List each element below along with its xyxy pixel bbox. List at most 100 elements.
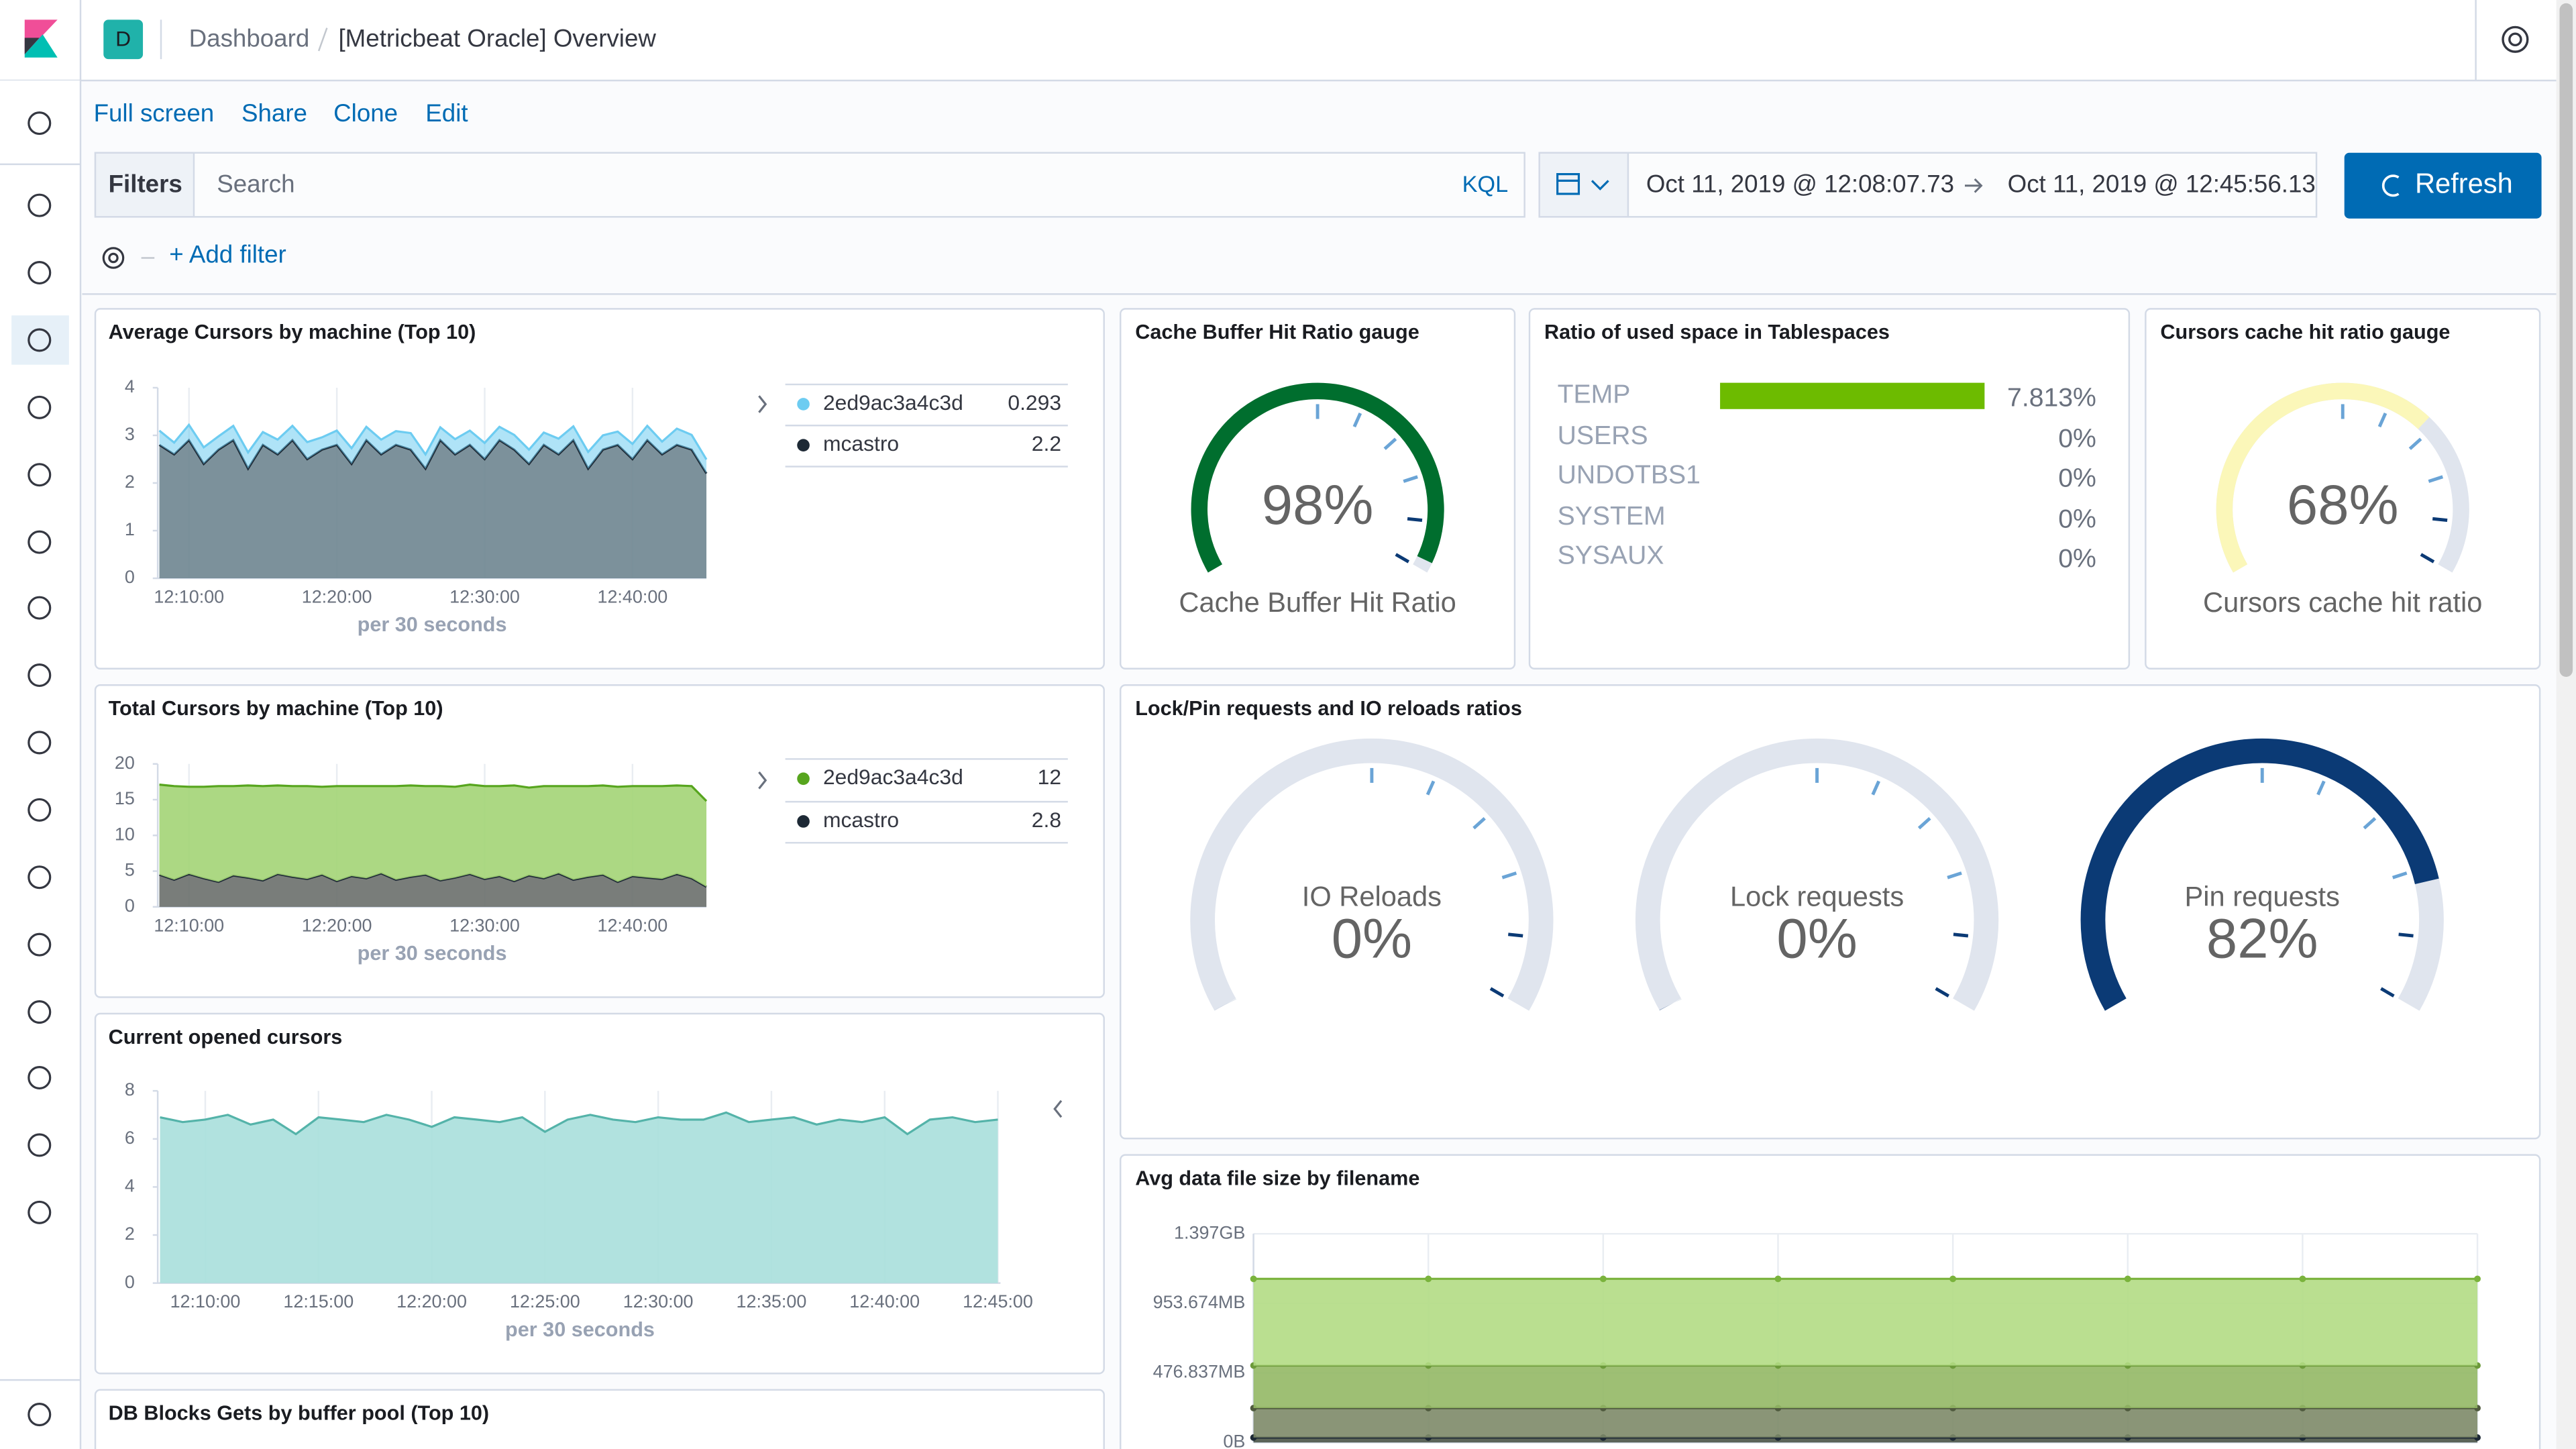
legend-value: 2.2 (1032, 431, 1061, 455)
nav-icon[interactable] (28, 261, 52, 285)
nav-icon[interactable] (28, 463, 52, 487)
gauge-value (2216, 382, 2430, 573)
point (1949, 1275, 1957, 1283)
legend-name[interactable]: 2ed9ac3a4c3d (823, 390, 963, 415)
nav-icon[interactable] (28, 328, 52, 352)
gauge-label: Cursors cache hit ratio (2203, 586, 2482, 618)
nav-icon[interactable] (28, 798, 52, 822)
y-tick-label: 0B (1223, 1431, 1245, 1449)
panel-title: Cache Buffer Hit Ratio gauge (1135, 321, 1419, 343)
x-tick-label: 12:20:00 (302, 587, 372, 607)
legend-value: 12 (1038, 765, 1061, 789)
side-nav (0, 80, 80, 1449)
gauge-value-label: 98% (1262, 474, 1374, 536)
nav-icon[interactable] (28, 1200, 52, 1224)
space-initial: D (115, 26, 131, 50)
panel-title: Lock/Pin requests and IO reloads ratios (1135, 697, 1522, 720)
add-filter[interactable]: + Add filter (169, 241, 286, 268)
gauge-scale (2408, 437, 2422, 450)
bar (1720, 382, 1985, 409)
space-badge[interactable] (103, 19, 144, 60)
y-tick-label: 15 (115, 788, 135, 808)
legend-value: 0.293 (1008, 390, 1061, 415)
gauge-scale (2398, 932, 2414, 938)
gauge-scale (1947, 871, 1962, 879)
panel-title: Cursors cache hit ratio gauge (2160, 321, 2450, 343)
row-label: UNDOTBS1 (1558, 461, 1701, 490)
nav-icon[interactable] (28, 1066, 52, 1090)
help-icon[interactable] (2502, 25, 2529, 53)
y-tick-label: 4 (125, 1175, 135, 1195)
y-tick-label: 4 (125, 376, 135, 396)
line (160, 1111, 998, 1136)
date-start[interactable]: Oct 11, 2019 @ 12:08:07.73 (1646, 170, 1954, 197)
legend-dot (797, 815, 810, 828)
nav-icon[interactable] (28, 596, 52, 620)
menu-link[interactable]: Edit (425, 99, 468, 127)
breadcrumb-separator (317, 28, 328, 52)
point (1250, 1275, 1257, 1283)
y-tick-label: 476.837MB (1153, 1362, 1246, 1382)
nav-icon[interactable] (28, 111, 52, 136)
nav-icon[interactable] (28, 193, 52, 217)
kql-toggle[interactable]: KQL (1462, 172, 1509, 197)
value-label: 0% (2058, 544, 2096, 573)
gauge-label: Lock requests (1730, 881, 1904, 912)
header-bar (0, 0, 2576, 80)
legend-name[interactable]: mcastro (823, 808, 899, 832)
menu-link[interactable]: Share (241, 99, 307, 127)
gauge-scale (1352, 413, 1362, 428)
nav-icon[interactable] (28, 1000, 52, 1024)
gauge-scale (1501, 871, 1517, 879)
y-tick-label: 6 (125, 1128, 135, 1148)
gauge-scale (1472, 817, 1486, 830)
search-bar[interactable] (94, 152, 1525, 218)
nav-icon[interactable] (28, 1133, 52, 1157)
panel-title: Current opened cursors (109, 1026, 343, 1049)
legend-name[interactable]: 2ed9ac3a4c3d (823, 765, 963, 789)
gauge-scale (2432, 517, 2448, 523)
gauge-scale (1489, 987, 1505, 998)
area (1253, 1279, 2478, 1366)
gauge-value-label: 82% (2206, 908, 2318, 970)
point (2299, 1275, 2306, 1283)
filter-settings[interactable] (102, 247, 125, 269)
area (159, 784, 707, 887)
row-label: TEMP (1558, 380, 1631, 409)
legend-toggles[interactable] (758, 395, 1063, 1118)
point (2474, 1275, 2481, 1283)
gauge-scale (1426, 780, 1436, 796)
nav-icon[interactable] (28, 530, 52, 554)
panel-title: Ratio of used space in Tablespaces (1544, 321, 1890, 343)
nav-icon[interactable] (28, 932, 52, 957)
menu-link[interactable]: Full screen (94, 99, 215, 127)
row-label: USERS (1558, 421, 1648, 450)
nav-icon[interactable] (28, 395, 52, 419)
nav-icon[interactable] (28, 731, 52, 755)
value-label: 0% (2058, 464, 2096, 492)
gauge-scale (1871, 780, 1880, 796)
nav-icon[interactable] (28, 663, 52, 688)
legend-dot (797, 398, 810, 411)
scrollbar-thumb[interactable] (2559, 3, 2573, 677)
legend-name[interactable]: mcastro (823, 431, 899, 455)
point (2124, 1275, 2131, 1283)
x-tick-label: 12:30:00 (623, 1291, 694, 1311)
x-tick-label: 12:10:00 (170, 1291, 241, 1311)
menu-link[interactable]: Clone (333, 99, 398, 127)
breadcrumb-current: [Metricbeat Oracle] Overview (338, 25, 656, 52)
gauge-scale (1935, 987, 1949, 998)
gauge-scale (1403, 475, 1418, 483)
nav-icon[interactable] (28, 865, 52, 890)
gauge-scale (2377, 413, 2387, 428)
nav-icon[interactable] (28, 1403, 52, 1427)
value-label: 0% (2058, 425, 2096, 453)
date-quick-menu[interactable] (1538, 152, 1629, 218)
refresh-label: Refresh (2415, 168, 2513, 199)
date-end[interactable]: Oct 11, 2019 @ 12:45:56.13 (2008, 170, 2316, 197)
refresh-button[interactable] (2344, 152, 2542, 219)
area (160, 1112, 998, 1283)
breadcrumb-link[interactable]: Dashboard (189, 25, 310, 52)
y-tick-label: 5 (125, 860, 135, 880)
